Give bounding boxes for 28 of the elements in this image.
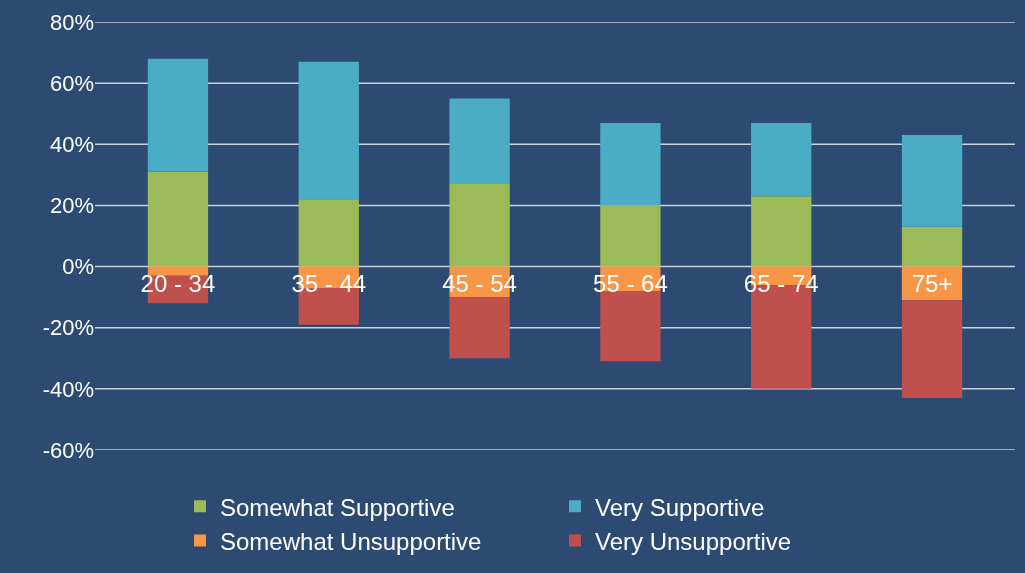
legend-label: Somewhat Unsupportive bbox=[220, 527, 482, 555]
y-tick-label: 0% bbox=[62, 254, 94, 280]
y-tick-label: -20% bbox=[42, 315, 94, 341]
bar bbox=[901, 300, 963, 399]
legend-label: Very Supportive bbox=[595, 493, 765, 521]
bar bbox=[751, 122, 812, 197]
y-tick-label: 40% bbox=[49, 131, 94, 157]
y-tick-label: -40% bbox=[42, 376, 94, 402]
legend-label: Somewhat Supportive bbox=[220, 493, 455, 521]
y-tick-label: 60% bbox=[49, 70, 94, 96]
y-tick-label: 80% bbox=[49, 9, 94, 35]
y-tick-label: 20% bbox=[49, 193, 94, 219]
y-tick-label: -60% bbox=[42, 437, 94, 463]
bar bbox=[449, 184, 510, 267]
bar bbox=[449, 98, 510, 185]
bar bbox=[298, 199, 359, 267]
bar bbox=[147, 58, 209, 172]
bar bbox=[901, 226, 963, 267]
bar bbox=[600, 291, 661, 362]
legend-label: Very Unsupportive bbox=[595, 527, 792, 555]
bar bbox=[600, 122, 661, 206]
x-tick-label: 75+ bbox=[911, 269, 953, 297]
bar bbox=[449, 297, 510, 359]
bar bbox=[751, 196, 812, 267]
bar bbox=[147, 171, 209, 267]
bar bbox=[901, 135, 963, 227]
bar bbox=[298, 61, 359, 200]
bar bbox=[600, 205, 661, 267]
